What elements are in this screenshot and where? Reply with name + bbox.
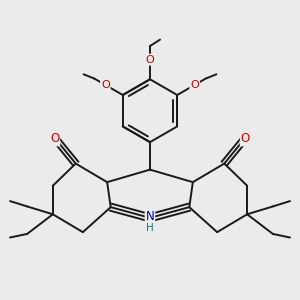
Text: O: O xyxy=(101,80,110,90)
Text: H: H xyxy=(146,223,154,233)
Text: O: O xyxy=(241,132,250,146)
Text: O: O xyxy=(50,132,59,146)
Text: N: N xyxy=(146,210,154,223)
Text: O: O xyxy=(190,80,199,90)
Text: O: O xyxy=(146,55,154,64)
